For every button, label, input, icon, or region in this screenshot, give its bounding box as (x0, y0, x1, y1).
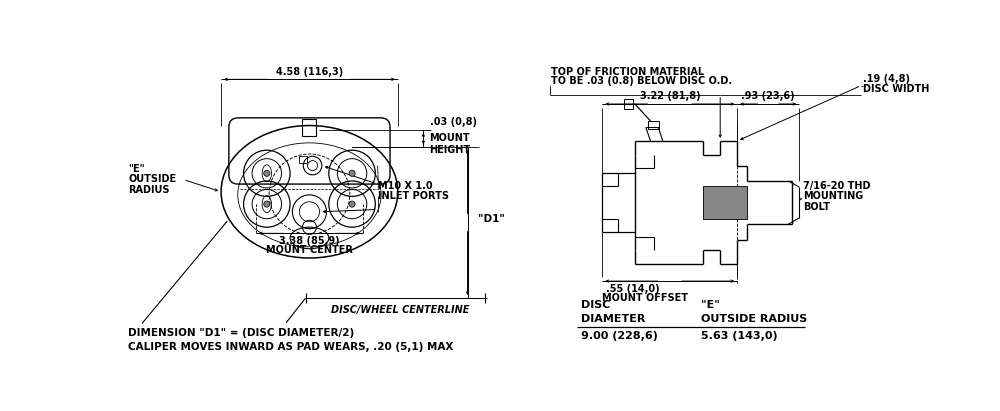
Text: 3.22 (81,8): 3.22 (81,8) (640, 91, 700, 101)
Text: MOUNT
HEIGHT: MOUNT HEIGHT (430, 133, 471, 155)
Text: .03 (0,8): .03 (0,8) (430, 117, 477, 127)
Bar (703, 186, 747, 219)
Text: 3.38 (85,9): 3.38 (85,9) (279, 236, 340, 246)
Text: .93 (23,6): .93 (23,6) (741, 91, 795, 101)
Text: 4.58 (116,3): 4.58 (116,3) (276, 67, 343, 76)
Text: 9.00 (228,6): 9.00 (228,6) (581, 331, 658, 341)
Bar (648, 121, 659, 129)
Bar (624, 99, 633, 109)
Text: "D1": "D1" (478, 214, 505, 224)
Bar (302, 119, 316, 136)
Text: DIMENSION "D1" = (DISC DIAMETER/2): DIMENSION "D1" = (DISC DIAMETER/2) (128, 328, 354, 338)
Text: TO BE .03 (0.8) BELOW DISC O.D.: TO BE .03 (0.8) BELOW DISC O.D. (551, 76, 732, 86)
Bar (299, 156, 307, 162)
Text: BOLT: BOLT (803, 202, 830, 212)
Text: .55 (14,0): .55 (14,0) (606, 284, 660, 294)
Text: MOUNTING: MOUNTING (803, 192, 863, 201)
Text: "E": "E" (128, 164, 145, 174)
Text: 5.63 (143,0): 5.63 (143,0) (701, 331, 777, 341)
Text: INLET PORTS: INLET PORTS (378, 191, 449, 201)
Text: .19 (4,8): .19 (4,8) (863, 74, 910, 84)
Text: TOP OF FRICTION MATERIAL: TOP OF FRICTION MATERIAL (551, 67, 704, 76)
Text: DISC: DISC (581, 300, 610, 310)
Circle shape (264, 170, 270, 176)
Text: DISC WIDTH: DISC WIDTH (863, 83, 929, 94)
Circle shape (349, 201, 355, 207)
Text: RADIUS: RADIUS (128, 185, 170, 195)
Circle shape (349, 170, 355, 176)
Text: CALIPER MOVES INWARD AS PAD WEARS, .20 (5,1) MAX: CALIPER MOVES INWARD AS PAD WEARS, .20 (… (128, 342, 453, 352)
Text: DISC/WHEEL CENTERLINE: DISC/WHEEL CENTERLINE (331, 305, 469, 314)
Text: DIAMETER: DIAMETER (581, 314, 645, 324)
Text: OUTSIDE RADIUS: OUTSIDE RADIUS (701, 314, 807, 324)
Text: 7/16-20 THD: 7/16-20 THD (803, 180, 871, 191)
Text: "E": "E" (701, 300, 720, 310)
Text: M10 X 1.0: M10 X 1.0 (378, 181, 433, 192)
Text: MOUNT CENTER: MOUNT CENTER (266, 245, 353, 255)
Text: OUTSIDE: OUTSIDE (128, 174, 176, 185)
Text: MOUNT OFFSET: MOUNT OFFSET (602, 293, 688, 303)
Circle shape (264, 201, 270, 207)
